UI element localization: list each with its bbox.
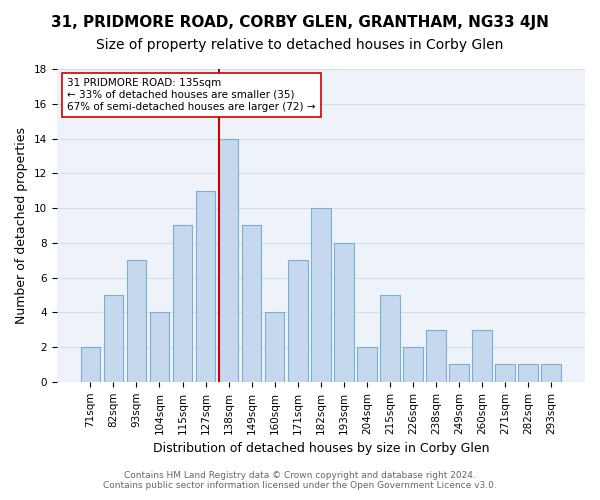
Bar — [518, 364, 538, 382]
Bar — [265, 312, 284, 382]
Bar — [104, 295, 123, 382]
Text: 31, PRIDMORE ROAD, CORBY GLEN, GRANTHAM, NG33 4JN: 31, PRIDMORE ROAD, CORBY GLEN, GRANTHAM,… — [51, 15, 549, 30]
Bar — [80, 347, 100, 382]
Bar — [496, 364, 515, 382]
Bar — [357, 347, 377, 382]
Bar — [380, 295, 400, 382]
Text: 31 PRIDMORE ROAD: 135sqm
← 33% of detached houses are smaller (35)
67% of semi-d: 31 PRIDMORE ROAD: 135sqm ← 33% of detach… — [67, 78, 316, 112]
Text: Size of property relative to detached houses in Corby Glen: Size of property relative to detached ho… — [97, 38, 503, 52]
Bar — [219, 138, 238, 382]
Bar — [449, 364, 469, 382]
Bar — [334, 243, 353, 382]
Bar — [149, 312, 169, 382]
Bar — [173, 226, 193, 382]
Bar — [196, 190, 215, 382]
Bar — [311, 208, 331, 382]
Text: Contains HM Land Registry data © Crown copyright and database right 2024.
Contai: Contains HM Land Registry data © Crown c… — [103, 470, 497, 490]
X-axis label: Distribution of detached houses by size in Corby Glen: Distribution of detached houses by size … — [152, 442, 489, 455]
Bar — [127, 260, 146, 382]
Bar — [288, 260, 308, 382]
Bar — [403, 347, 423, 382]
Bar — [242, 226, 262, 382]
Bar — [541, 364, 561, 382]
Bar — [472, 330, 492, 382]
Y-axis label: Number of detached properties: Number of detached properties — [15, 127, 28, 324]
Bar — [426, 330, 446, 382]
